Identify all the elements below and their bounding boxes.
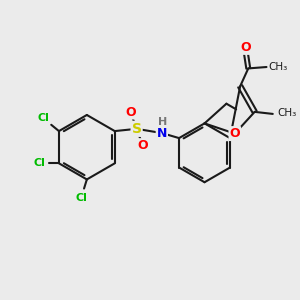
- Text: Cl: Cl: [75, 193, 87, 202]
- Text: S: S: [132, 122, 142, 136]
- Text: Cl: Cl: [38, 113, 50, 124]
- Text: O: O: [125, 106, 136, 118]
- Text: O: O: [137, 139, 148, 152]
- Text: N: N: [157, 127, 167, 140]
- Text: H: H: [158, 117, 167, 128]
- Text: Cl: Cl: [33, 158, 45, 168]
- Text: CH₃: CH₃: [278, 107, 297, 118]
- Text: O: O: [240, 41, 251, 54]
- Text: CH₃: CH₃: [268, 62, 287, 72]
- Text: O: O: [230, 127, 240, 140]
